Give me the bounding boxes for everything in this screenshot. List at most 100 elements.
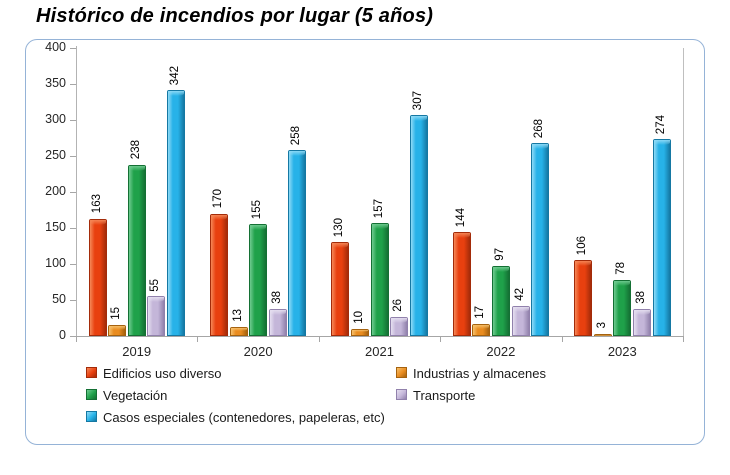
bar-2020-series-3	[268, 308, 287, 336]
bar-top-highlight	[410, 115, 427, 121]
y-axis-tick	[70, 336, 76, 337]
bar-2020-series-4	[288, 150, 307, 336]
bar-value-label: 13	[231, 308, 244, 322]
bar-2023-series-3	[632, 308, 651, 336]
legend-label: Casos especiales (contenedores, papelera…	[103, 410, 385, 425]
y-axis-tick	[70, 48, 76, 49]
y-axis-tick-label: 100	[45, 256, 66, 270]
bar-2020-series-1	[229, 326, 248, 336]
bar-2019-series-3	[147, 296, 166, 336]
legend-label: Edificios uso diverso	[103, 366, 222, 381]
bar-2022-series-1	[472, 323, 491, 336]
bar-top-highlight	[210, 214, 227, 220]
legend-swatch-icon	[86, 389, 97, 400]
bar-2021-series-4	[409, 114, 428, 336]
bar-top-highlight	[148, 297, 165, 303]
x-axis-category-label: 2023	[607, 344, 637, 359]
legend-label: Vegetación	[103, 388, 168, 403]
bar-top-highlight	[473, 324, 490, 329]
bar-top-highlight	[371, 223, 388, 229]
bar-value-label: 144	[454, 208, 467, 228]
bar-2022-series-2	[491, 266, 510, 336]
bar-value-label: 157	[372, 198, 385, 218]
bar-top-highlight	[614, 280, 631, 286]
bar-2020-series-0	[209, 213, 228, 336]
y-axis-tick	[70, 192, 76, 193]
bar-value-label: 55	[149, 278, 162, 292]
bar-top-highlight	[575, 260, 592, 266]
bar-top-highlight	[230, 327, 247, 331]
page-title: Histórico de incendios por lugar (5 años…	[36, 5, 434, 27]
bar-2023-series-2	[613, 279, 632, 336]
bar-value-label: 258	[290, 126, 303, 146]
bar-top-highlight	[269, 309, 286, 315]
y-axis-tick-label: 150	[45, 220, 66, 234]
bar-value-label: 155	[251, 200, 264, 220]
bar-2021-series-2	[370, 222, 389, 336]
x-axis-category-label: 2019	[122, 344, 152, 359]
x-axis-tick	[318, 337, 320, 342]
y-axis-tick	[70, 84, 76, 85]
bar-2022-series-4	[531, 143, 550, 336]
y-axis-line	[76, 46, 77, 337]
x-axis-tick	[440, 337, 442, 342]
bar-value-label: 26	[392, 299, 405, 313]
bar-2023-series-4	[652, 138, 671, 336]
bar-value-label: 130	[333, 218, 346, 238]
y-axis-tick-label: 50	[52, 292, 66, 306]
bar-top-highlight	[250, 225, 267, 231]
legend-swatch-icon	[86, 411, 97, 422]
bar-value-label: 163	[90, 194, 103, 214]
bar-top-highlight	[351, 329, 368, 333]
y-axis-tick	[70, 300, 76, 301]
bar-2021-series-3	[390, 317, 409, 336]
x-axis-category-label: 2020	[243, 344, 273, 359]
x-axis-category-label: 2021	[365, 344, 394, 359]
y-axis-tick-label: 250	[45, 148, 66, 162]
bar-2023-series-1	[593, 333, 612, 336]
x-axis-tick	[76, 337, 77, 342]
bar-top-highlight	[453, 233, 470, 239]
bar-value-label: 342	[168, 65, 181, 85]
y-axis-tick-label: 300	[45, 112, 66, 126]
bar-2019-series-1	[108, 325, 127, 336]
chart-frame: 0 50 100 150 200 250 300 350 400 163 15 238 55 342 170…	[25, 39, 705, 445]
y-axis-tick	[70, 156, 76, 157]
bar-top-highlight	[109, 326, 126, 330]
x-axis-line	[76, 336, 684, 337]
bar-value-label: 38	[270, 290, 283, 304]
x-axis-category-label: 2022	[486, 344, 516, 359]
bar-value-label: 78	[615, 262, 628, 275]
bar-2020-series-2	[249, 224, 268, 336]
bar-value-label: 15	[110, 307, 123, 321]
bar-top-highlight	[167, 90, 184, 96]
legend-swatch-icon	[396, 367, 407, 378]
legend-swatch-icon	[86, 367, 97, 378]
y-axis-tick	[70, 264, 76, 265]
y-axis-tick-label: 350	[45, 76, 66, 90]
bar-top-highlight	[89, 219, 106, 225]
bar-2022-series-0	[452, 232, 471, 336]
bar-2021-series-0	[331, 242, 350, 336]
bar-2019-series-4	[166, 89, 185, 336]
bar-2021-series-1	[350, 328, 369, 336]
x-axis-tick	[683, 337, 684, 342]
bar-top-highlight	[633, 309, 650, 315]
legend-label: Industrias y almacenes	[413, 366, 546, 381]
x-axis-tick	[561, 337, 563, 342]
bar-value-label: 10	[352, 311, 365, 324]
bar-value-label: 17	[474, 305, 487, 319]
y-axis-tick-label: 400	[45, 40, 66, 54]
bar-value-label: 274	[654, 114, 667, 134]
y-axis-tick-label: 200	[45, 184, 66, 198]
bar-top-highlight	[594, 334, 611, 336]
bar-value-label: 42	[513, 287, 526, 301]
bar-top-highlight	[332, 243, 349, 249]
y-axis-tick	[70, 228, 76, 229]
bar-value-label: 170	[211, 189, 224, 209]
x-axis-tick	[197, 337, 199, 342]
bar-value-label: 38	[634, 290, 647, 304]
bar-top-highlight	[512, 306, 529, 312]
y-axis-tick	[70, 120, 76, 121]
bar-value-label: 3	[595, 322, 608, 329]
